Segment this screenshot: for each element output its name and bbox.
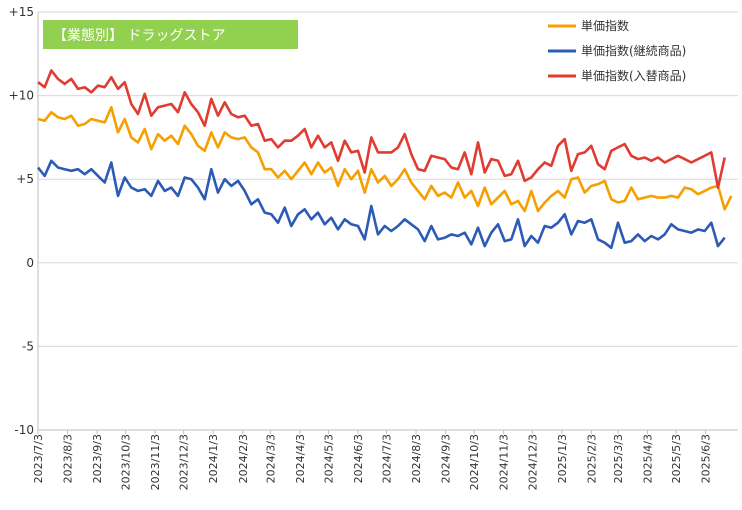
series-line-price-index-replaced bbox=[37, 69, 726, 189]
legend-label-price-index-replaced: 単価指数(入替商品) bbox=[581, 68, 686, 83]
x-tick-label: 2023/7/3 bbox=[32, 434, 45, 483]
x-tick-label: 2024/4/3 bbox=[294, 434, 307, 483]
x-tick-label: 2023/10/3 bbox=[120, 434, 133, 490]
x-tick-label: 2025/2/3 bbox=[585, 434, 598, 483]
x-tick-label: 2024/1/3 bbox=[207, 434, 220, 483]
x-tick-label: 2023/9/3 bbox=[91, 434, 104, 483]
x-tick-label: 2025/5/3 bbox=[670, 434, 683, 483]
x-tick-label: 2024/3/3 bbox=[264, 434, 277, 483]
y-tick-label: 0 bbox=[26, 256, 34, 270]
y-axis: +15 +10 +5 0 -5 -10 bbox=[9, 5, 39, 437]
y-tick-label: -5 bbox=[22, 339, 34, 353]
x-tick-label: 2025/4/3 bbox=[642, 434, 655, 483]
y-tick-label: +5 bbox=[16, 172, 34, 186]
series-lines bbox=[36, 69, 733, 250]
x-tick-label: 2024/12/3 bbox=[526, 434, 539, 490]
x-tick-label: 2023/12/3 bbox=[178, 434, 191, 490]
x-tick-label: 2024/5/3 bbox=[322, 434, 335, 483]
y-tick-label: +15 bbox=[9, 5, 34, 19]
chart-title: 【業態別】 ドラッグストア bbox=[53, 28, 225, 44]
x-tick-label: 2024/7/3 bbox=[381, 434, 394, 483]
x-tick-label: 2023/8/3 bbox=[62, 434, 75, 483]
x-tick-label: 2024/11/3 bbox=[498, 434, 511, 490]
x-tick-label: 2025/1/3 bbox=[556, 434, 569, 483]
x-tick-label: 2025/3/3 bbox=[612, 434, 625, 483]
x-tick-label: 2023/11/3 bbox=[149, 434, 162, 490]
x-tick-label: 2024/8/3 bbox=[410, 434, 423, 483]
x-tick-label: 2024/9/3 bbox=[440, 434, 453, 483]
x-tick-label: 2024/2/3 bbox=[237, 434, 250, 483]
y-tick-label: -10 bbox=[14, 423, 34, 437]
x-tick-label: 2025/6/3 bbox=[700, 434, 713, 483]
legend-label-price-index: 単価指数 bbox=[581, 18, 629, 33]
x-axis: 2023/7/3 2023/8/3 2023/9/3 2023/10/3 2023/11… bbox=[32, 429, 738, 490]
y-tick-label: +10 bbox=[9, 89, 34, 103]
chart-title-box: 【業態別】 ドラッグストア bbox=[43, 20, 298, 49]
series-line-price-index-continuing bbox=[36, 159, 726, 250]
x-tick-label: 2024/6/3 bbox=[352, 434, 365, 483]
x-tick-label: 2024/10/3 bbox=[468, 434, 481, 490]
legend-label-price-index-continuing: 単価指数(継続商品) bbox=[581, 43, 686, 58]
chart-title-bg bbox=[43, 20, 298, 49]
series-line-price-index bbox=[37, 106, 733, 213]
